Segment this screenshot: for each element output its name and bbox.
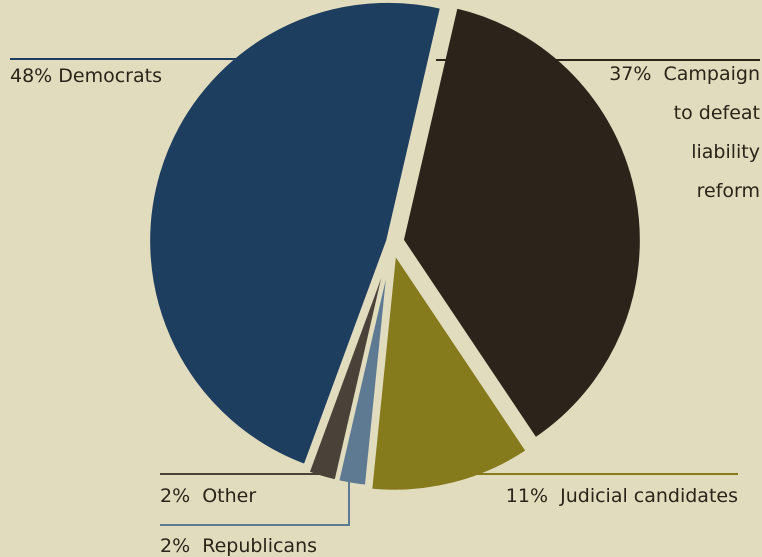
pie-slice-campaign-to-defeat-liability-reform: [399, 3, 644, 443]
pie-slice-judicial-candidates: [367, 245, 531, 494]
slice-label-campaign-to-defeat-liability-reform: to defeat: [674, 102, 760, 124]
slice-label-other: 2% Other: [160, 485, 256, 507]
slice-label-judicial-candidates: 11% Judicial candidates: [506, 485, 738, 507]
slice-label-campaign-to-defeat-liability-reform: reform: [697, 180, 760, 202]
slice-label-republicans: 2% Republicans: [160, 535, 317, 557]
leader-line-republicans: [160, 461, 350, 526]
slice-label-campaign-to-defeat-liability-reform: 37% Campaign: [609, 63, 760, 85]
slice-label-campaign-to-defeat-liability-reform: liability: [691, 141, 760, 163]
pie-slice-other: [304, 247, 393, 484]
slice-label-democrats: 48% Democrats: [10, 65, 162, 87]
pie-slice-democrats: [146, 0, 445, 469]
